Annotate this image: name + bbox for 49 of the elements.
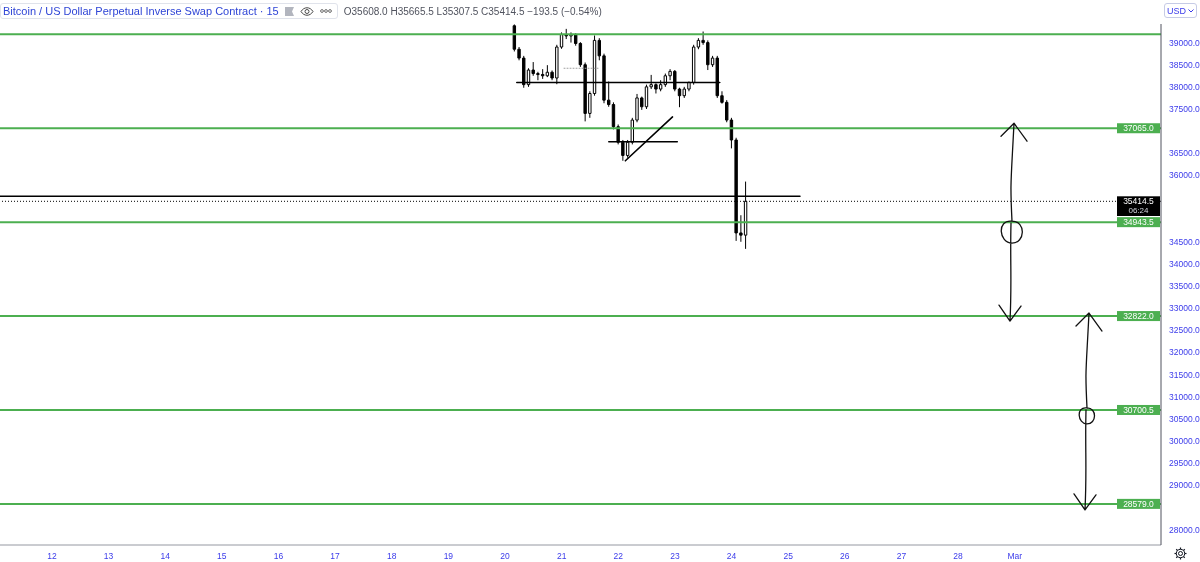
y-tick-label: 38000.0 (1169, 81, 1200, 92)
ref-line-label: 35414.5 (1123, 196, 1155, 207)
y-tick-label: 36000.0 (1169, 170, 1200, 181)
y-axis-title: USD (1166, 5, 1186, 16)
y-tick-label: 38500.0 (1169, 59, 1200, 70)
x-tick-label: 12 (47, 551, 57, 562)
ref-line-label: 37065.0 (1123, 123, 1155, 134)
x-tick-label: Mar (1007, 551, 1023, 562)
y-tick-label: 39000.0 (1169, 37, 1200, 48)
y-tick-label: 34000.0 (1169, 258, 1200, 269)
x-tick-label: 13 (103, 551, 114, 562)
x-tick-label: 21 (556, 551, 567, 562)
chart-title: Bitcoin / US Dollar Perpetual Inverse Swap Contract · 15 (3, 5, 279, 17)
y-tick-label: 30000.0 (1169, 435, 1200, 446)
x-tick-label: 27 (896, 551, 907, 562)
y-tick-label: 34500.0 (1169, 236, 1200, 247)
x-tick-label: 20 (500, 551, 510, 562)
x-tick-label: 26 (840, 551, 850, 562)
y-tick-label: 31500.0 (1169, 369, 1200, 380)
x-tick-label: 17 (330, 551, 341, 562)
candlestick (545, 64, 550, 78)
x-tick-label: 16 (273, 551, 284, 562)
ref-line-label: 34943.5 (1123, 217, 1155, 228)
y-tick-label: 33000.0 (1169, 303, 1200, 314)
y-tick-label: 30500.0 (1169, 413, 1200, 424)
y-tick-label: 37500.0 (1169, 104, 1200, 115)
ref-line-label: 30700.5 (1123, 404, 1155, 415)
candlestick (540, 68, 545, 80)
x-tick-label: 24 (726, 551, 737, 562)
x-tick-label: 25 (783, 551, 794, 562)
y-tick-label: 29500.0 (1169, 458, 1200, 469)
x-tick-label: 22 (613, 551, 624, 562)
y-tick-label: 29000.0 (1169, 480, 1200, 491)
x-tick-label: 15 (217, 551, 227, 562)
ref-line-label: 32822.0 (1123, 311, 1155, 322)
x-tick-label: 23 (670, 551, 680, 562)
x-tick-label: 28 (953, 551, 964, 562)
ref-line-label: 28579.0 (1123, 498, 1155, 509)
y-tick-label: 36500.0 (1169, 148, 1200, 159)
y-tick-label: 31000.0 (1169, 391, 1200, 402)
y-tick-label: 33500.0 (1169, 281, 1200, 292)
y-tick-label: 28000.0 (1169, 524, 1200, 535)
y-tick-label: 32500.0 (1169, 325, 1200, 336)
x-tick-label: 19 (443, 551, 454, 562)
x-tick-label: 18 (387, 551, 397, 562)
annotation: 06:24 (1117, 206, 1160, 217)
chart-subtitle: O35608.0 H35665.5 L35307.5 C35414.5 −193.5 (−0.54%) (343, 5, 602, 17)
y-tick-label: 32000.0 (1169, 347, 1200, 358)
x-tick-label: 14 (160, 551, 171, 562)
